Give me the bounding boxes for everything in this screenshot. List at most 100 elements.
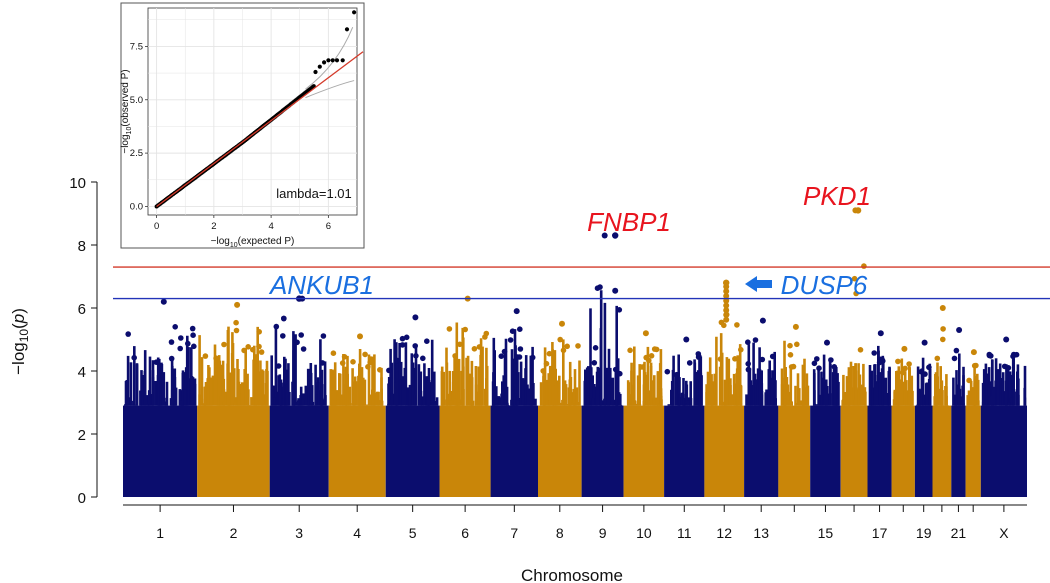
chromosome-band-3: [269, 405, 329, 497]
chromosome-band-7: [490, 405, 538, 497]
x-tick-label: 2: [230, 525, 238, 541]
chromosome-band-20: [932, 405, 952, 497]
chromosome-band-11: [664, 405, 705, 497]
chromosome-points-5: [386, 314, 439, 406]
x-tick-label: 7: [510, 525, 518, 541]
chromosome-points-17: [868, 330, 891, 406]
chromosome-points-11: [664, 336, 703, 406]
chromosome-band-1: [123, 405, 198, 497]
x-tick-label: 17: [872, 525, 888, 541]
chromosome-points-14: [780, 323, 810, 406]
qq-x-tick-label: 2: [211, 221, 216, 232]
x-tick-label: 9: [599, 525, 607, 541]
chromosome-points-18: [892, 345, 914, 406]
chromosome-band-12: [704, 405, 745, 497]
peak-point-15: [824, 339, 830, 346]
chromosome-points-13: [745, 317, 778, 406]
x-axis-label: Chromosome: [521, 566, 623, 583]
peak-point-2: [234, 301, 241, 308]
peak-point-9: [601, 232, 608, 239]
x-tick-label: 12: [716, 525, 732, 541]
threshold-lines: [113, 266, 1050, 300]
qq-y-tick-label: 2.5: [130, 148, 143, 159]
y-tick-label: 6: [78, 301, 86, 318]
qq-y-tick-label: 5.0: [130, 95, 143, 106]
chromosome-band-15: [810, 405, 841, 497]
chromosome-band-2: [197, 405, 270, 497]
qq-grid: [148, 8, 357, 215]
y-tick-label: 4: [78, 364, 86, 381]
x-tick-label: 13: [753, 525, 769, 541]
peak-point-7: [513, 308, 520, 315]
peak-point-11: [683, 336, 690, 343]
chromosome-points-10: [626, 330, 663, 406]
qq-x-tick-label: 4: [268, 221, 273, 232]
chromosome-band-8: [538, 405, 582, 497]
gene-annotations: PKD1 FNBP1 ANKUB1 DUSP6: [268, 181, 871, 300]
x-tick-label: 15: [818, 525, 834, 541]
x-tick-label: 19: [916, 525, 932, 541]
peak-point-5: [412, 314, 419, 321]
chromosome-band-10: [623, 405, 665, 497]
chromosome-points-4: [329, 333, 384, 406]
x-tick-label: X: [999, 525, 1009, 541]
chromosome-points-12: [705, 279, 744, 406]
chromosome-band-19: [914, 405, 933, 497]
chromosome-band-17: [867, 405, 892, 497]
x-tick-label: 6: [461, 525, 469, 541]
annotated-point-FNBP1: [612, 232, 619, 239]
peak-point-8: [559, 320, 565, 327]
peak-point-1: [160, 298, 167, 305]
chromosome-band-X: [980, 405, 1027, 497]
peak-point-4: [357, 333, 363, 340]
peak-point-18: [901, 345, 908, 352]
chromosome-band-21: [951, 405, 966, 497]
gene-label-pkd1: PKD1: [803, 181, 871, 211]
x-tick-label: 4: [353, 525, 361, 541]
y-tick-label: 8: [78, 238, 86, 255]
x-tick-label: 11: [677, 525, 692, 541]
peak-point-19: [921, 339, 928, 346]
qq-diagonal-line: [156, 51, 364, 207]
peak-point-13: [759, 317, 766, 324]
chromosome-points-7: [491, 308, 537, 406]
gene-label-dusp6: DUSP6: [781, 270, 868, 300]
x-tick-label: 5: [409, 525, 417, 541]
chromosome-points-9: [583, 232, 623, 406]
qq-x-tick-label: 0: [154, 221, 159, 232]
chromosome-points-1: [124, 298, 197, 406]
qq-y-tick-label: 7.5: [130, 41, 143, 52]
peak-point-22: [970, 349, 977, 356]
chromosome-points-22: [966, 349, 980, 406]
y-tick-label: 10: [69, 175, 86, 192]
gene-label-fnbp1: FNBP1: [587, 207, 671, 237]
chromosome-points-16: [841, 207, 867, 406]
chromosome-points-2: [198, 301, 269, 406]
chromosome-points-X: [981, 336, 1027, 406]
gene-label-ankub1: ANKUB1: [268, 270, 374, 300]
x-tick-label: 3: [295, 525, 303, 541]
chromosome-band-14: [778, 405, 811, 497]
y-axis-label: −log10(p): [9, 308, 31, 375]
peak-point-10: [642, 330, 649, 337]
chromosome-points-15: [811, 339, 840, 406]
chromosome-points-21: [951, 327, 965, 406]
chromosome-band-4: [328, 405, 386, 497]
peak-point-14: [792, 323, 799, 330]
peak-point-21: [956, 327, 963, 333]
chromosome-band-6: [439, 405, 491, 497]
x-tick-label: 21: [951, 525, 967, 541]
chromosome-band-9: [581, 405, 624, 497]
annotated-point-PKD1: [854, 207, 862, 214]
chromosome-points-6: [440, 295, 490, 406]
chromosome-points-20: [933, 305, 949, 406]
chromosome-points-3: [270, 295, 327, 406]
qq-x-tick-label: 6: [326, 221, 331, 232]
y-tick-label: 2: [78, 427, 86, 444]
peak-point-17: [877, 330, 884, 337]
chromosome-band-16: [840, 405, 868, 497]
chromosome-band-18: [891, 405, 915, 497]
